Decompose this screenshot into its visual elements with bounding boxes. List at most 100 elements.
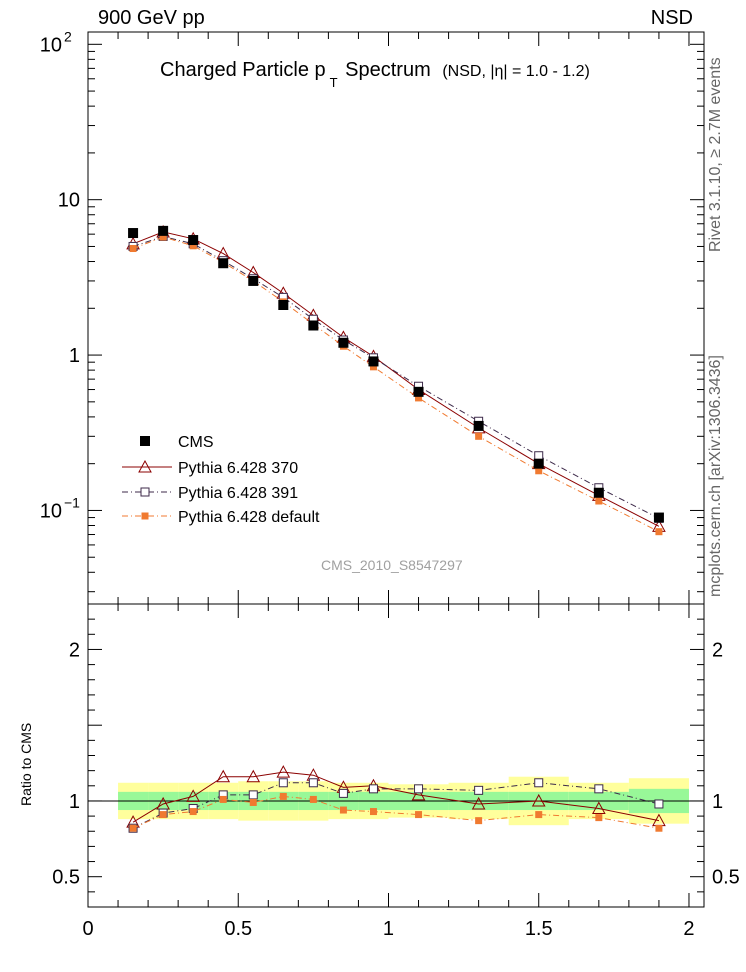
- y-tick-label: 10: [40, 34, 62, 56]
- ratio-point-pdef: [129, 824, 137, 832]
- ratio-point-p391: [308, 778, 318, 788]
- data-point-cms: [278, 300, 289, 311]
- ratio-point-pdef: [595, 814, 603, 822]
- ratio-point-p370: [411, 787, 426, 801]
- ratio-point-p391: [368, 784, 378, 794]
- data-point-pdef: [159, 233, 167, 241]
- ratio-axis-label: Ratio to CMS: [18, 722, 34, 806]
- data-point-pdef: [129, 245, 137, 253]
- data-point-cms: [413, 386, 424, 397]
- ratio-point-pdef: [219, 795, 227, 803]
- ratio-point-p370: [591, 801, 606, 815]
- ratio-y-tick-label-right: 1: [712, 791, 723, 813]
- x-tick-label: 0.5: [224, 918, 252, 940]
- ratio-point-p370: [471, 796, 486, 810]
- data-point-p391: [534, 451, 544, 461]
- data-point-cms: [473, 420, 484, 431]
- chart-title-main: Charged Particle p: [160, 59, 326, 81]
- legend-marker-p370: [138, 459, 152, 473]
- data-point-pdef: [655, 528, 663, 536]
- ratio-point-pdef: [249, 798, 257, 806]
- legend-label-p391: Pythia 6.428 391: [178, 485, 298, 502]
- y-tick-label: 1: [69, 345, 80, 367]
- data-point-pdef: [475, 432, 483, 440]
- chart-title-suffix: Spectrum: [339, 59, 431, 81]
- y-tick-label: 10: [40, 500, 62, 522]
- ratio-point-p391: [338, 788, 348, 798]
- data-point-cms: [368, 356, 379, 367]
- data-point-cms: [533, 458, 544, 469]
- ratio-y-tick-label-right: 2: [712, 639, 723, 661]
- rivet-version-label: Rivet 3.1.10, ≥ 2.7M events: [707, 57, 724, 252]
- ratio-point-pdef: [475, 817, 483, 825]
- data-point-pdef: [189, 242, 197, 250]
- chart-title: Charged Particle pT Spectrum (NSD, |η| =…: [160, 59, 590, 90]
- ratio-y-tick-label-left: 2: [69, 639, 80, 661]
- x-tick-label: 1: [383, 918, 394, 940]
- ratio-point-pdef: [535, 811, 543, 819]
- x-tick-label: 0: [82, 918, 93, 940]
- ratio-point-p391: [534, 778, 544, 788]
- data-point-cms: [308, 320, 319, 331]
- ratio-point-p391: [278, 778, 288, 788]
- ratio-line-p391: [132, 782, 660, 829]
- data-point-cms: [188, 235, 199, 246]
- ratio-point-p391: [248, 790, 258, 800]
- data-point-pdef: [369, 363, 377, 371]
- ratio-point-pdef: [415, 811, 423, 819]
- analysis-watermark: CMS_2010_S8547297: [321, 557, 463, 573]
- ratio-point-p391: [594, 784, 604, 794]
- ratio-line-p370: [132, 771, 660, 823]
- ratio-y-tick-label-right: 0.5: [712, 867, 740, 889]
- chart-title-subscript: T: [329, 75, 338, 90]
- legend-marker-p391: [140, 487, 150, 497]
- series-line-p370: [132, 231, 660, 527]
- ratio-point-pdef: [279, 792, 287, 800]
- legend-marker-cms: [140, 436, 150, 446]
- chart-title-selection: (NSD, |η| = 1.0 - 1.2): [442, 63, 590, 80]
- data-point-cms: [338, 337, 349, 348]
- ratio-plot-frame: [87, 603, 705, 908]
- data-point-pdef: [595, 497, 603, 505]
- ratio-point-pdef: [339, 806, 347, 814]
- y-tick-exponent: −1: [64, 494, 80, 510]
- ratio-point-pdef: [309, 795, 317, 803]
- data-point-cms: [653, 512, 664, 523]
- ratio-point-p391: [474, 785, 484, 795]
- ratio-point-p370: [186, 789, 201, 802]
- ratio-point-pdef: [159, 811, 167, 819]
- ratio-point-p391: [654, 799, 664, 809]
- legend-marker-pdef: [141, 512, 149, 520]
- ratio-y-tick-label-left: 0.5: [52, 867, 80, 889]
- x-tick-label: 2: [683, 918, 694, 940]
- ratio-y-tick-label-left: 1: [69, 791, 80, 813]
- legend-label-cms: CMS: [178, 434, 214, 451]
- ratio-point-pdef: [189, 808, 197, 816]
- x-tick-label: 1.5: [525, 918, 553, 940]
- header-energy-label: 900 GeV pp: [98, 7, 205, 29]
- data-point-cms: [593, 487, 604, 498]
- mcplots-reference-label: mcplots.cern.ch [arXiv:1306.3436]: [707, 355, 724, 597]
- y-tick-exponent: 2: [64, 28, 72, 44]
- ratio-point-p391: [414, 784, 424, 794]
- header-process-label: NSD: [650, 7, 693, 29]
- ratio-point-pdef: [655, 824, 663, 832]
- series-line-pdef: [132, 236, 660, 533]
- ratio-point-p370: [531, 793, 546, 807]
- data-point-cms: [128, 228, 139, 239]
- y-tick-label: 10: [58, 190, 80, 212]
- data-point-cms: [248, 275, 259, 286]
- ratio-point-p370: [246, 769, 261, 783]
- legend-label-pdef: Pythia 6.428 default: [178, 509, 320, 526]
- legend-label-p370: Pythia 6.428 370: [178, 460, 298, 477]
- ratio-point-pdef: [369, 808, 377, 816]
- data-point-cms: [218, 258, 229, 269]
- series-line-p391: [132, 235, 660, 519]
- data-point-cms: [158, 225, 169, 236]
- ratio-point-p370: [276, 765, 291, 778]
- ratio-line-pdef: [132, 795, 660, 829]
- ratio-point-p370: [216, 769, 231, 783]
- data-point-pdef: [535, 467, 543, 475]
- data-point-pdef: [415, 394, 423, 402]
